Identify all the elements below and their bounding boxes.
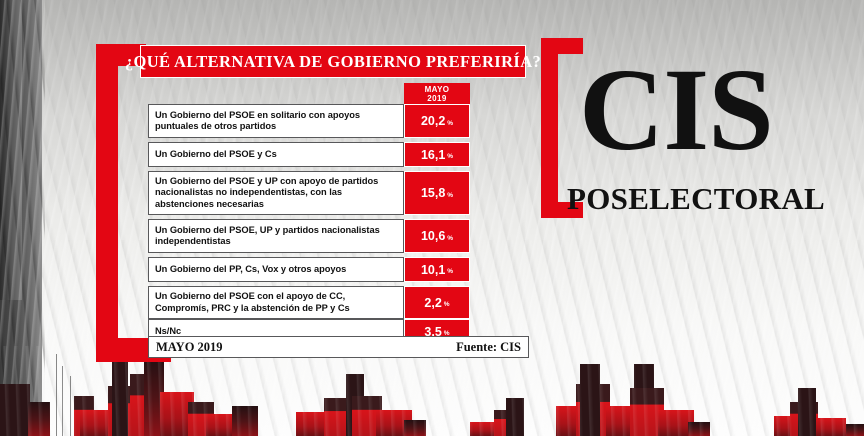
skyline-building — [232, 406, 258, 436]
percent-symbol: % — [447, 153, 454, 160]
logo-subtitle: POSELECTORAL — [567, 181, 825, 216]
column-header-month-badge: MAYO 2019 — [404, 83, 470, 105]
table-row: Un Gobierno del PSOE y UP con apoyo de p… — [148, 171, 470, 215]
percent-symbol: % — [447, 119, 454, 127]
bracket-vertical — [96, 44, 118, 362]
percent-symbol: % — [447, 234, 454, 242]
percent-symbol: % — [443, 330, 450, 337]
table-row-label: Un Gobierno del PSOE y Cs — [148, 142, 404, 167]
panel-footer: MAYO 2019 Fuente: CIS — [148, 336, 529, 358]
skyline-building — [0, 384, 30, 436]
percent-symbol: % — [447, 268, 454, 275]
skyline-antenna — [56, 354, 57, 436]
skyline-building — [846, 424, 864, 436]
skyline-antenna — [70, 376, 71, 436]
percent-symbol: % — [443, 301, 450, 308]
skyline-building — [112, 362, 128, 436]
column-header-month: MAYO — [424, 85, 450, 94]
skyline-building — [816, 418, 846, 436]
table-row-value-number: 15,8 — [420, 186, 446, 200]
skyline-antenna — [62, 366, 63, 436]
column-header-year: 2019 — [427, 94, 447, 103]
table-row: Un Gobierno del PSOE y Cs 16,1 % — [148, 142, 470, 167]
table-row: Un Gobierno del PSOE, UP y partidos naci… — [148, 219, 470, 253]
skyline-building — [144, 358, 164, 436]
table-row-label: Un Gobierno del PP, Cs, Vox y otros apoy… — [148, 257, 404, 282]
skyline-building — [404, 420, 426, 436]
table-row-value-number: 16,1 — [420, 147, 446, 162]
results-table: Un Gobierno del PSOE en solitario con ap… — [148, 104, 470, 348]
table-row-value-number: 2,2 — [424, 295, 442, 310]
table-row-value: 16,1 % — [404, 142, 470, 167]
skyline-building — [324, 398, 350, 436]
table-row-value: 2,2 % — [404, 286, 470, 319]
logo-title: CIS — [579, 44, 774, 175]
table-row-label: Un Gobierno del PSOE, UP y partidos naci… — [148, 219, 404, 253]
cis-logo: CIS POSELECTORAL — [541, 38, 841, 228]
skyline-building — [28, 402, 50, 436]
table-row: Un Gobierno del PP, Cs, Vox y otros apoy… — [148, 257, 470, 282]
background-dark-streaks — [0, 0, 45, 436]
skyline-building — [470, 422, 500, 436]
panel-title-bar: ¿QUÉ ALTERNATIVA DE GOBIERNO PREFERIRÍA? — [125, 45, 541, 78]
table-row-value: 10,6 % — [404, 219, 470, 253]
table-row-value: 15,8 % — [404, 171, 470, 215]
logo-bracket-top-arm — [541, 38, 583, 54]
logo-bracket-vertical — [541, 38, 558, 218]
table-row-value-number: 10,1 — [420, 262, 446, 277]
table-row-label: Un Gobierno del PSOE con el apoyo de CC,… — [148, 286, 404, 319]
footer-source: Fuente: CIS — [456, 339, 521, 354]
skyline-building — [798, 388, 816, 436]
table-row-label: Un Gobierno del PSOE y UP con apoyo de p… — [148, 171, 404, 215]
page-title: ¿QUÉ ALTERNATIVA DE GOBIERNO PREFERIRÍA? — [124, 51, 542, 71]
skyline-building — [606, 406, 634, 436]
footer-date: MAYO 2019 — [156, 339, 223, 354]
percent-symbol: % — [447, 191, 454, 199]
skyline-building — [206, 414, 236, 436]
skyline-building — [506, 398, 524, 436]
table-row-value: 20,2 % — [404, 104, 470, 138]
table-row-value-number: 20,2 — [420, 114, 446, 128]
skyline-building — [580, 364, 600, 436]
bracket-top-arm — [96, 44, 146, 66]
table-row: Un Gobierno del PSOE en solitario con ap… — [148, 104, 470, 138]
table-row-label: Un Gobierno del PSOE en solitario con ap… — [148, 104, 404, 138]
background-dark-band-inner — [0, 0, 22, 300]
table-row-value-number: 3,5 — [424, 324, 442, 339]
logo-bracket-bottom-arm — [541, 202, 583, 218]
table-row: Un Gobierno del PSOE con el apoyo de CC,… — [148, 286, 470, 319]
skyline-building — [688, 422, 710, 436]
panel-bracket-decoration — [96, 44, 174, 362]
table-row-value-number: 10,6 — [420, 229, 446, 243]
table-row-value: 10,1 % — [404, 257, 470, 282]
